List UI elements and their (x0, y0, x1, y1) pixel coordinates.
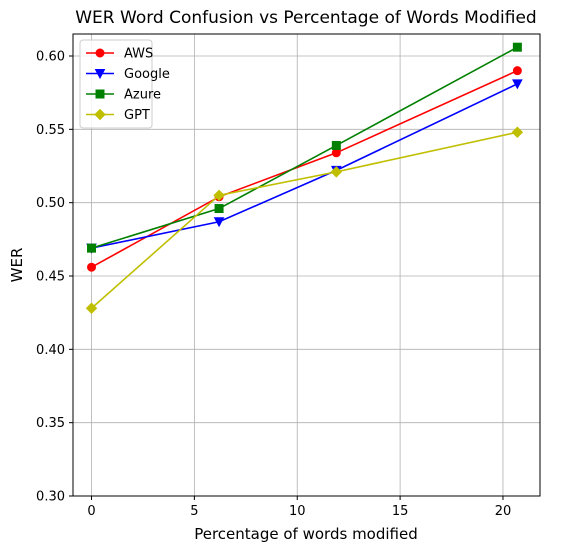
grid (73, 34, 540, 497)
legend-marker (94, 108, 106, 121)
series-layer (85, 42, 524, 314)
y-tick-label: 0.45 (36, 270, 65, 285)
y-tick-label: 0.60 (36, 50, 65, 65)
chart-title: WER Word Confusion vs Percentage of Word… (75, 8, 536, 28)
y-tick-label: 0.30 (36, 490, 65, 505)
y-tick-label: 0.35 (36, 416, 65, 431)
data-point-gpt (511, 126, 524, 138)
data-point-azure (512, 42, 522, 52)
data-point-aws (87, 262, 97, 272)
data-point-gpt (213, 189, 225, 202)
x-axis-label: Percentage of words modified (194, 525, 418, 543)
series-line-azure (91, 46, 518, 249)
x-tick-label: 20 (495, 504, 512, 519)
legend-marker (94, 69, 106, 80)
data-point-azure (87, 243, 97, 253)
legend-label: GPT (124, 108, 150, 123)
series-line-aws (91, 69, 518, 268)
legend-item-aws: AWS (86, 47, 153, 62)
y-tick-label: 0.50 (36, 196, 65, 211)
legend-marker (95, 89, 105, 99)
legend-item-azure: Azure (86, 88, 161, 103)
data-point-azure (331, 140, 341, 150)
legend: AWS Google Azure GPT (79, 39, 170, 129)
legend-label: Azure (124, 88, 161, 103)
series-line-gpt (90, 131, 518, 309)
x-tick-label: 10 (289, 504, 306, 519)
legend-label: Google (124, 67, 170, 82)
data-point-gpt (330, 166, 343, 178)
legend-item-gpt: GPT (86, 108, 150, 123)
data-point-google (213, 217, 225, 228)
ticks: 0 5 10 15 20 0.30 0.35 0.40 0.45 0.50 0.55 0.60 (36, 50, 511, 520)
plot-frame (72, 33, 541, 497)
data-point-google (512, 79, 523, 90)
legend-marker (95, 48, 105, 58)
series-gpt (85, 126, 524, 314)
y-tick-label: 0.40 (36, 343, 65, 358)
series-azure (87, 42, 522, 253)
x-tick-label: 0 (87, 504, 95, 519)
x-tick-label: 15 (392, 504, 409, 519)
data-point-aws (331, 148, 341, 158)
series-line-google (91, 83, 518, 249)
legend-label: AWS (124, 47, 153, 62)
legend-box (79, 39, 153, 129)
y-axis-label: WER (8, 248, 26, 283)
legend-item-google: Google (86, 67, 170, 82)
data-point-aws (512, 66, 522, 76)
x-tick-label: 5 (190, 504, 198, 519)
data-point-azure (214, 204, 224, 214)
y-tick-label: 0.55 (36, 123, 65, 138)
data-point-gpt (85, 302, 98, 314)
